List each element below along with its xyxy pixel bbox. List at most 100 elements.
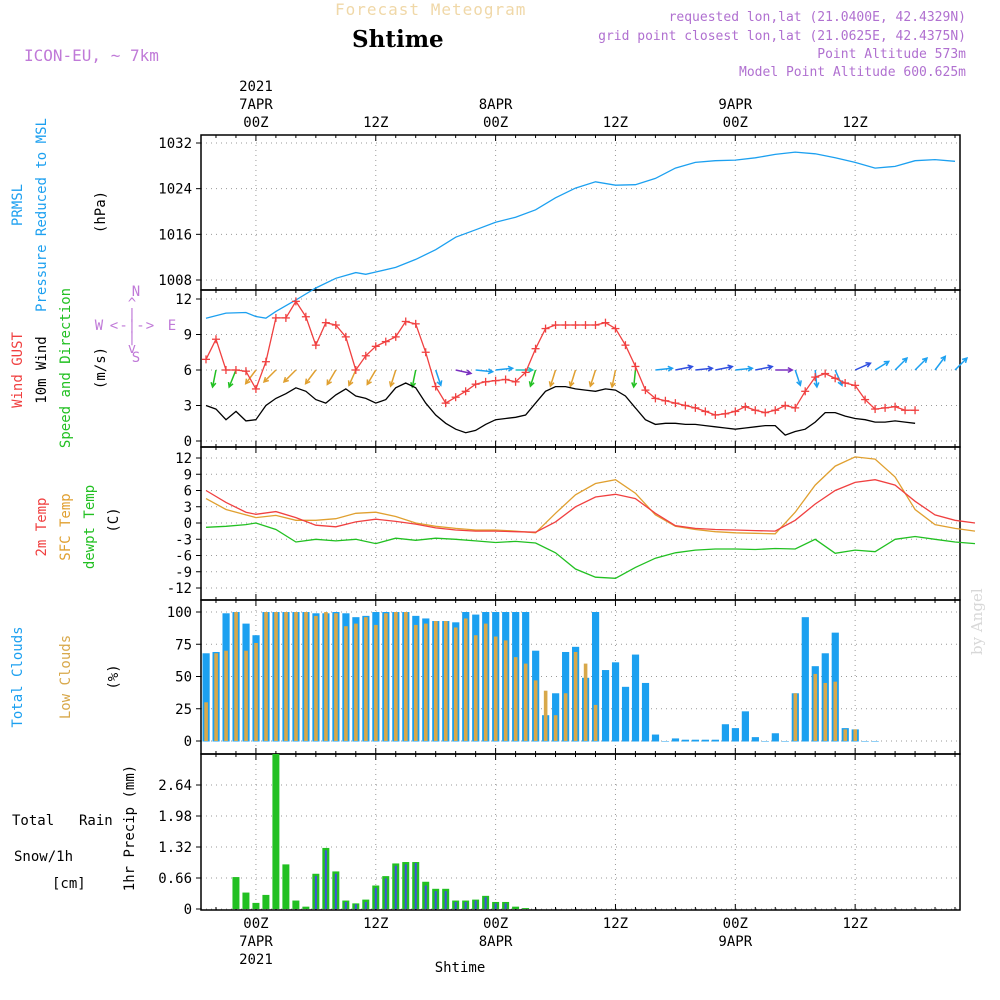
temp-unit: (C)	[106, 507, 122, 532]
low-cloud-bar	[563, 693, 568, 741]
wind-direction-arrow	[326, 369, 337, 386]
wind-direction-arrow	[548, 369, 557, 388]
low-cloud-bar	[473, 635, 478, 741]
wind-arrow-shaft	[894, 357, 908, 371]
wind-arrow-head	[961, 356, 969, 364]
wind-arrow-head	[707, 365, 714, 372]
direction-label: Speed and Direction	[58, 288, 74, 448]
wind-arrow-head	[527, 366, 535, 374]
time-label-bottom: 7APR	[239, 934, 273, 950]
y-tick-label: 12	[175, 292, 192, 308]
wind-arrow-head	[347, 380, 354, 387]
y-tick-label: 1024	[158, 182, 192, 198]
snow-bar	[474, 900, 477, 909]
snow-bar	[354, 904, 357, 909]
total-cloud-bar	[781, 741, 789, 742]
total-cloud-label: Total Clouds	[10, 626, 26, 727]
rain-bar	[272, 754, 280, 909]
wind-arrow-shaft	[475, 369, 493, 373]
wind-direction-arrow	[715, 364, 734, 371]
snow-bar	[444, 891, 447, 909]
compass-left: <	[110, 318, 118, 334]
gridpoint-coords: grid point closest lon,lat (21.0625E, 42…	[598, 29, 966, 44]
wind-arrow-shaft	[934, 355, 946, 371]
wind-direction-arrow	[609, 369, 617, 389]
y-tick-label: 6	[184, 363, 192, 379]
gust-marker	[561, 321, 570, 330]
gust-marker	[531, 344, 540, 353]
snow-bar	[494, 903, 497, 909]
y-tick-label: 25	[175, 702, 192, 718]
gust-marker	[291, 297, 300, 306]
low-cloud-bar	[374, 624, 378, 741]
snow-bar	[404, 864, 407, 909]
low-cloud-label: Low Clouds	[58, 635, 74, 719]
sfc-label: SFC Temp	[58, 493, 74, 560]
gust-marker	[761, 408, 770, 417]
total-cloud-bar	[761, 741, 769, 742]
gust-marker	[211, 335, 220, 344]
snow-bar	[504, 903, 507, 909]
compass-s: S	[132, 350, 140, 366]
gust-marker	[641, 386, 650, 395]
snow-bar	[384, 878, 387, 909]
total-cloud-bar	[601, 670, 610, 742]
total-cloud-bar	[591, 612, 600, 742]
compass-n: N	[132, 284, 140, 300]
low-cloud-bar	[583, 663, 588, 741]
gust-marker	[821, 369, 830, 378]
gust-marker	[341, 332, 350, 341]
gust-label: Wind GUST	[10, 332, 26, 408]
t2m-label: 2m Temp	[34, 497, 50, 556]
time-label-bottom: 00Z	[243, 916, 268, 932]
pressure-unit: (hPa)	[93, 191, 109, 233]
rain-bar	[522, 908, 530, 909]
wind-arrow-shaft	[455, 369, 472, 375]
snow-bar	[344, 901, 347, 909]
station-name: Shtime	[352, 26, 444, 53]
y-tick-label: 2.64	[158, 778, 192, 794]
y-tick-label: 1.98	[158, 809, 192, 825]
snow-bar	[454, 901, 457, 909]
panel-frame	[200, 134, 961, 291]
panel-frame	[200, 753, 961, 911]
low-cloud-bar	[404, 612, 408, 741]
gust-marker	[231, 366, 240, 374]
wind-arrow-head	[465, 369, 473, 376]
gust-marker	[911, 406, 920, 415]
low-cloud-bar	[443, 621, 448, 741]
rain-label-b: Rain	[79, 813, 113, 829]
low-cloud-bar	[384, 613, 388, 741]
wind-arrow-head	[667, 365, 674, 372]
snow-bar	[364, 901, 367, 909]
y-tick-label: -6	[175, 549, 192, 565]
wind-arrow-shaft	[695, 367, 713, 371]
gust-marker	[901, 406, 910, 415]
wind-arrow-shaft	[914, 357, 928, 371]
time-label-top: 00Z	[483, 115, 508, 131]
wind-arrow-shaft	[411, 369, 417, 388]
snow-bar	[394, 865, 397, 909]
wind-arrow-shaft	[211, 369, 217, 388]
total-cloud-bar	[651, 734, 660, 742]
low-cloud-bar	[833, 681, 838, 741]
wind-arrow-head	[282, 376, 289, 384]
total-cloud-bar	[771, 733, 779, 742]
wind-arrow-shaft	[263, 369, 277, 383]
gust-marker	[201, 355, 210, 364]
total-cloud-bar	[741, 711, 749, 742]
gust-marker	[841, 379, 850, 388]
gust-marker	[701, 407, 710, 416]
gust-marker	[851, 381, 860, 390]
snow-bar	[374, 887, 377, 909]
low-cloud-bar	[264, 612, 268, 741]
gust-marker	[801, 387, 810, 396]
wind-arrow-head	[687, 364, 694, 371]
gust-marker	[491, 376, 500, 385]
wind-arrow-head	[901, 356, 909, 364]
gust-marker	[731, 407, 740, 416]
wind-arrow-head	[727, 364, 734, 371]
time-label-top: 7APR	[239, 97, 273, 113]
gust-marker	[451, 393, 460, 402]
gust-marker	[581, 321, 590, 330]
